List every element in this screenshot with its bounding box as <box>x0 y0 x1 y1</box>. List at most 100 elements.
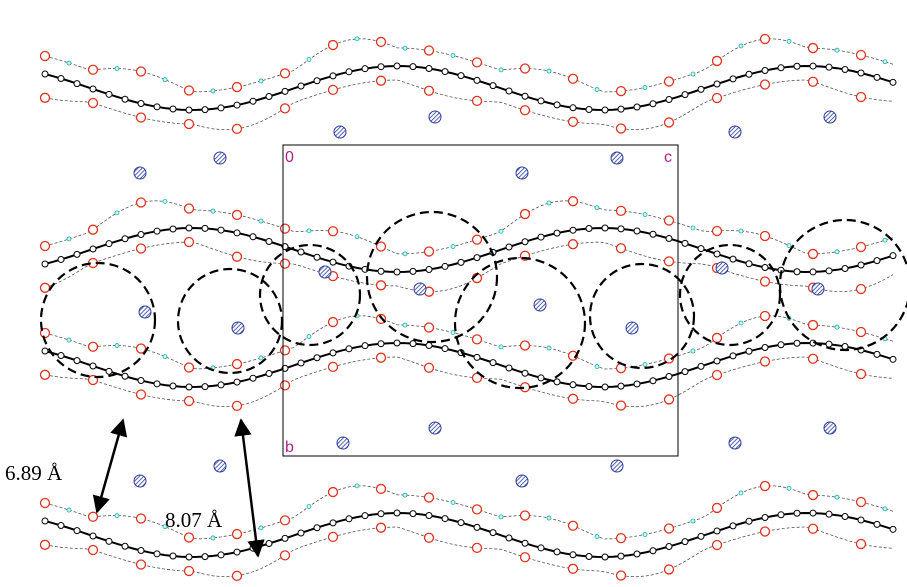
carbon-atom <box>457 519 465 527</box>
hydrogen-atom <box>162 524 168 530</box>
oxygen-atom <box>231 123 243 135</box>
carbon-atom <box>297 359 305 367</box>
hydrogen-atom <box>498 514 504 520</box>
carbon-atom <box>89 245 97 253</box>
void-circle <box>778 218 907 352</box>
hydrogen-atom <box>306 334 312 339</box>
oxygen-atom <box>615 123 627 134</box>
ion <box>823 110 837 124</box>
oxygen-atom <box>663 215 675 226</box>
carbon-atom <box>361 512 369 520</box>
carbon-atom <box>409 510 417 518</box>
carbon-atom <box>553 378 561 386</box>
hydrogen-atom <box>738 43 744 49</box>
oxygen-atom <box>663 523 675 534</box>
carbon-atom <box>537 544 545 552</box>
hydrogen-atom <box>738 320 744 326</box>
carbon-atom <box>73 527 81 535</box>
carbon-atom <box>185 553 193 561</box>
hydrogen-atom <box>882 506 888 512</box>
carbon-atom <box>89 85 97 93</box>
oxygen-atom <box>183 362 195 373</box>
oxygen-atom <box>615 243 627 254</box>
unit-cell <box>282 144 679 457</box>
oxygen-atom <box>663 117 675 128</box>
ion <box>318 265 332 279</box>
carbon-atom <box>681 538 689 546</box>
hydrogen-atom <box>738 490 744 496</box>
oxygen-atom <box>183 236 195 248</box>
carbon-atom <box>105 537 113 545</box>
carbon-atom <box>473 76 481 84</box>
distance-label: 8.07 Å <box>165 508 223 532</box>
carbon-atom <box>121 235 129 243</box>
ion <box>728 125 742 139</box>
hydrogen-atom <box>210 208 216 214</box>
carbon-atom <box>777 64 785 72</box>
oxygen-atom <box>807 248 819 260</box>
oxygen-atom <box>471 95 483 107</box>
oxygen-atom <box>711 55 723 67</box>
carbon-atom <box>601 553 609 561</box>
oxygen-atom <box>615 532 627 544</box>
hydrogen-atom <box>834 249 840 255</box>
oxygen-atom <box>759 33 771 45</box>
oxygen-atom <box>39 92 51 103</box>
hydrogen-atom <box>114 343 120 348</box>
oxygen-atom <box>231 209 243 221</box>
hydrogen-atom <box>882 237 888 243</box>
oxygen-atom <box>471 542 483 554</box>
carbon-atom <box>329 72 337 80</box>
hydrogen-atom <box>402 322 408 328</box>
hydrogen-atom <box>114 66 120 71</box>
oxygen-atom <box>519 208 531 220</box>
oxygen-atom <box>135 559 147 570</box>
carbon-atom <box>681 239 689 247</box>
carbon-atom <box>297 248 305 256</box>
oxygen-atom <box>375 280 387 291</box>
oxygen-atom <box>663 564 675 575</box>
carbon-atom <box>521 92 529 100</box>
hydrogen-atom <box>642 85 648 90</box>
oxygen-atom <box>615 205 627 217</box>
carbon-atom <box>633 103 641 111</box>
hydrogen-atom <box>162 199 168 204</box>
hydrogen-atom <box>738 228 744 234</box>
oxygen-atom <box>711 92 723 104</box>
carbon-atom <box>425 65 433 73</box>
hydrogen-atom <box>834 324 840 330</box>
carbon-atom <box>57 75 65 83</box>
carbon-atom <box>553 229 561 237</box>
carbon-atom <box>217 104 225 112</box>
carbon-atom <box>793 62 801 70</box>
carbon-atom <box>761 263 769 271</box>
carbon-atom <box>649 100 657 108</box>
carbon-atom <box>297 82 305 90</box>
ion <box>515 474 529 488</box>
oxygen-atom <box>135 197 147 208</box>
oxygen-atom <box>231 358 243 370</box>
oxygen-atom <box>87 511 99 522</box>
carbon-atom <box>585 553 593 561</box>
oxygen-atom <box>567 73 579 84</box>
carbon-atom <box>873 520 881 528</box>
oxygen-atom <box>327 84 339 96</box>
oxygen-atom <box>663 76 675 87</box>
hydrogen-atom <box>546 345 552 351</box>
hydrogen-atom <box>114 513 120 518</box>
ion <box>213 151 227 165</box>
ion <box>133 166 147 180</box>
hydrogen-atom <box>690 348 696 354</box>
oxygen-atom <box>423 322 435 333</box>
carbon-atom <box>265 237 273 245</box>
oxygen-atom <box>663 394 675 405</box>
oxygen-atom <box>327 531 339 543</box>
oxygen-atom <box>711 502 723 514</box>
channel-ions <box>133 110 837 488</box>
carbon-atom <box>201 553 209 561</box>
carbon-atom <box>633 380 641 388</box>
carbon-atom <box>265 93 273 101</box>
carbon-atom <box>361 65 369 73</box>
carbon-atom <box>425 265 433 273</box>
